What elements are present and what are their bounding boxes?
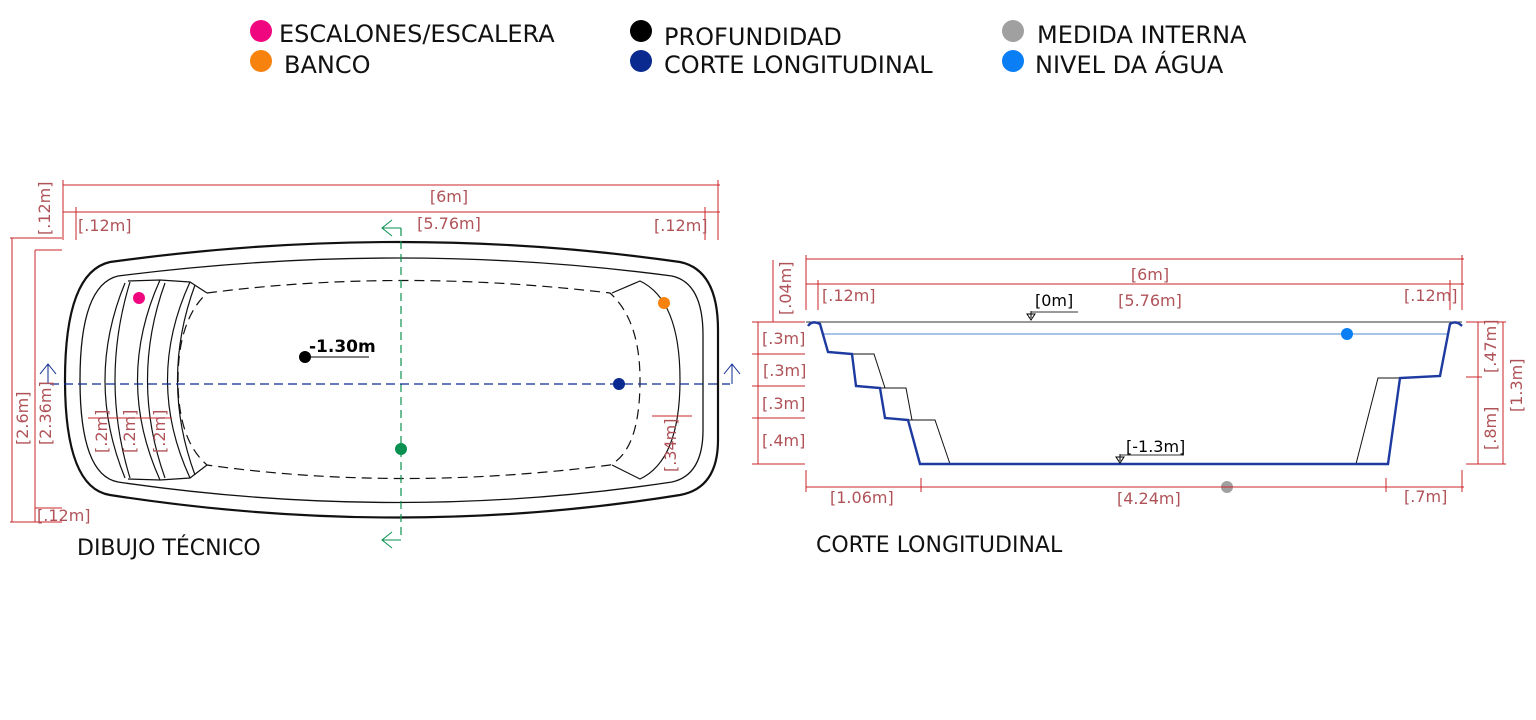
plan-wall-left: [.12m] xyxy=(78,216,132,235)
legend-section-label: CORTE LONGITUDINAL xyxy=(664,51,933,79)
step-height-4: [.4m] xyxy=(762,431,805,450)
section-arrow-bottom-icon xyxy=(381,531,401,549)
legend-depth-label: PROFUNDIDAD xyxy=(664,23,842,51)
plan-view: -1.30m [6m] [5.76m] [.12m] [.12m] [.12m]… xyxy=(10,180,741,561)
legend-internal-dot xyxy=(1002,20,1024,42)
bench-marker xyxy=(658,297,670,309)
legend-steps-dot xyxy=(250,20,272,42)
bottom-level-label: [-1.3m] xyxy=(1126,437,1185,456)
longitudinal-arrow-left-icon xyxy=(39,363,57,384)
bottom-segment-3: [.7m] xyxy=(1404,487,1447,506)
legend-bench-dot xyxy=(250,50,272,72)
section-marker xyxy=(613,378,625,390)
section-profile xyxy=(807,321,1463,466)
plan-wall-bottom: [.12m] xyxy=(37,506,91,525)
section-inner-length: [5.76m] xyxy=(1118,291,1182,310)
plan-inner-length: [5.76m] xyxy=(417,214,481,233)
legend-bench-label: BANCO xyxy=(284,51,370,79)
plan-inner-width: [2.36m] xyxy=(36,381,55,445)
plan-dimension-lines xyxy=(10,180,720,523)
legend-internal-label: MEDIDA INTERNA xyxy=(1037,21,1247,49)
step-height-3: [.3m] xyxy=(762,394,805,413)
bottom-segment-2: [4.24m] xyxy=(1117,489,1181,508)
plan-step-depth-3: [.2m] xyxy=(150,410,169,453)
section-total-length: [6m] xyxy=(1131,265,1169,284)
legend: ESCALONES/ESCALERA BANCO PROFUNDIDAD COR… xyxy=(250,20,1247,79)
cross-section-marker xyxy=(395,443,407,455)
plan-bench-width: [.34m] xyxy=(661,418,680,472)
pool-floor-outline xyxy=(177,279,641,480)
top-level-label: [0m] xyxy=(1035,291,1073,310)
section-caption: CORTE LONGITUDINAL xyxy=(816,533,1063,558)
section-total-depth: [1.3m] xyxy=(1507,358,1526,412)
plan-total-length: [6m] xyxy=(430,187,468,206)
bottom-segment-1: [1.06m] xyxy=(830,488,894,507)
plan-total-width: [2.6m] xyxy=(13,391,32,445)
section-wall-right: [.12m] xyxy=(1404,286,1458,305)
pool-outer-outline xyxy=(63,240,720,519)
bench-to-floor: [.8m] xyxy=(1481,407,1500,450)
legend-depth-dot xyxy=(630,20,652,42)
section-wall-left: [.12m] xyxy=(822,286,876,305)
plan-step-depth-2: [.2m] xyxy=(120,410,139,453)
legend-water-dot xyxy=(1002,50,1024,72)
steps-outline xyxy=(850,353,951,465)
step-height-2: [.3m] xyxy=(763,361,806,380)
steps-marker xyxy=(133,292,145,304)
plan-depth-label: -1.30m xyxy=(309,337,376,357)
bench xyxy=(611,280,681,480)
steps xyxy=(104,279,208,481)
plan-step-depth-1: [.2m] xyxy=(92,410,111,453)
plan-wall-right: [.12m] xyxy=(654,216,708,235)
longitudinal-arrow-right-icon xyxy=(723,363,741,384)
pool-inner-outline xyxy=(79,257,704,504)
water-level-marker xyxy=(1341,328,1353,340)
plan-wall-top: [.12m] xyxy=(35,181,54,235)
legend-water-label: NIVEL DA ÁGUA xyxy=(1035,50,1224,79)
legend-steps-label: ESCALONES/ESCALERA xyxy=(279,20,555,48)
section-dimension-lines xyxy=(752,255,1506,492)
step-height-1: [.3m] xyxy=(762,329,805,348)
section-rim: [.04m] xyxy=(776,261,795,315)
plan-caption: DIBUJO TÉCNICO xyxy=(77,535,261,561)
bench-height: [.47m] xyxy=(1481,319,1500,373)
section-view: [0m] [-1.3m] [6m] [5.76m] [.12m] [.12m] … xyxy=(752,255,1526,558)
section-arrow-top-icon xyxy=(381,219,401,237)
legend-section-dot xyxy=(630,50,652,72)
